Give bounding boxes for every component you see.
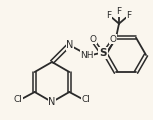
Text: Cl: Cl — [13, 96, 22, 105]
Text: Cl: Cl — [82, 96, 91, 105]
Text: O: O — [110, 35, 116, 44]
Text: NH: NH — [80, 51, 94, 60]
Text: N: N — [48, 97, 56, 107]
Text: N: N — [66, 40, 74, 50]
Text: O: O — [90, 35, 97, 44]
Text: F: F — [116, 7, 122, 16]
Text: S: S — [99, 48, 107, 58]
Text: F: F — [106, 11, 112, 20]
Text: F: F — [126, 11, 132, 20]
